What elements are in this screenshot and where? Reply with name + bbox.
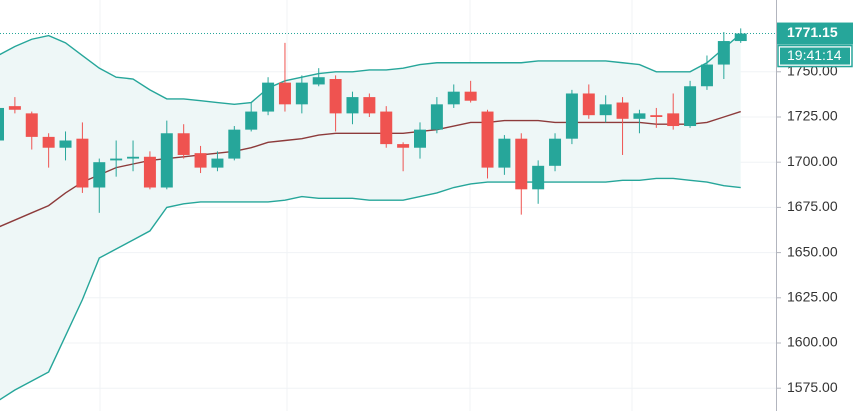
candle-body — [211, 158, 224, 168]
candle-body — [549, 138, 562, 166]
countdown-label: 19:41:14 — [787, 47, 842, 63]
candle-body — [717, 41, 730, 65]
candle-body — [25, 113, 38, 137]
candle-body — [565, 93, 578, 139]
y-tick-label: 1600.00 — [787, 334, 838, 350]
band-fill — [0, 33, 741, 400]
candle-body — [143, 156, 156, 188]
candle-body — [177, 133, 190, 155]
candle-body — [76, 138, 89, 188]
candle-body — [59, 140, 72, 148]
y-tick-label: 1625.00 — [787, 289, 838, 305]
candle-body — [346, 97, 359, 114]
candle-body — [278, 82, 291, 105]
candle-body — [633, 113, 646, 119]
candle-body — [262, 82, 275, 112]
band-lower — [0, 177, 741, 401]
candle-body — [160, 133, 173, 188]
y-tick-label: 1650.00 — [787, 243, 838, 259]
candle-body — [498, 138, 511, 168]
band-middle — [0, 110, 741, 228]
band-upper — [0, 33, 742, 106]
candle-body — [397, 144, 410, 148]
countdown-inner — [780, 47, 850, 65]
candle-body — [228, 129, 241, 159]
candle-body — [582, 93, 595, 116]
candle-body — [380, 111, 393, 145]
y-tick-label: 1575.00 — [787, 379, 838, 395]
candle-body — [667, 113, 680, 127]
y-tick-label: 1675.00 — [787, 198, 838, 214]
candle-body — [110, 158, 123, 161]
candle-body — [312, 77, 325, 85]
y-tick-label: 1725.00 — [787, 108, 838, 124]
candle-body — [599, 104, 612, 116]
candle-body — [464, 91, 477, 101]
candle-body — [532, 165, 545, 190]
candle-body — [363, 97, 376, 114]
candle-body — [127, 156, 140, 159]
candle-body — [616, 102, 629, 119]
candle-body — [684, 86, 697, 127]
candle-body — [700, 64, 713, 87]
candle-body — [42, 136, 55, 148]
candle-body — [447, 91, 460, 105]
candle-body — [414, 129, 426, 148]
candle-body — [194, 153, 207, 168]
candle-body — [295, 82, 308, 105]
candle-body — [8, 106, 21, 110]
candle-body — [329, 79, 342, 114]
y-tick-label: 1700.00 — [787, 153, 838, 169]
axis-panel — [776, 0, 853, 411]
candle-body — [481, 111, 494, 168]
candle-body — [734, 33, 747, 42]
candle-body — [0, 107, 4, 141]
last-price-box — [777, 22, 853, 45]
candle-body — [93, 162, 106, 188]
candle-body — [515, 138, 528, 190]
candle-body — [245, 111, 258, 130]
candle-body — [650, 115, 663, 117]
candle-body — [430, 104, 443, 130]
last-price-label: 1771.15 — [787, 24, 838, 40]
